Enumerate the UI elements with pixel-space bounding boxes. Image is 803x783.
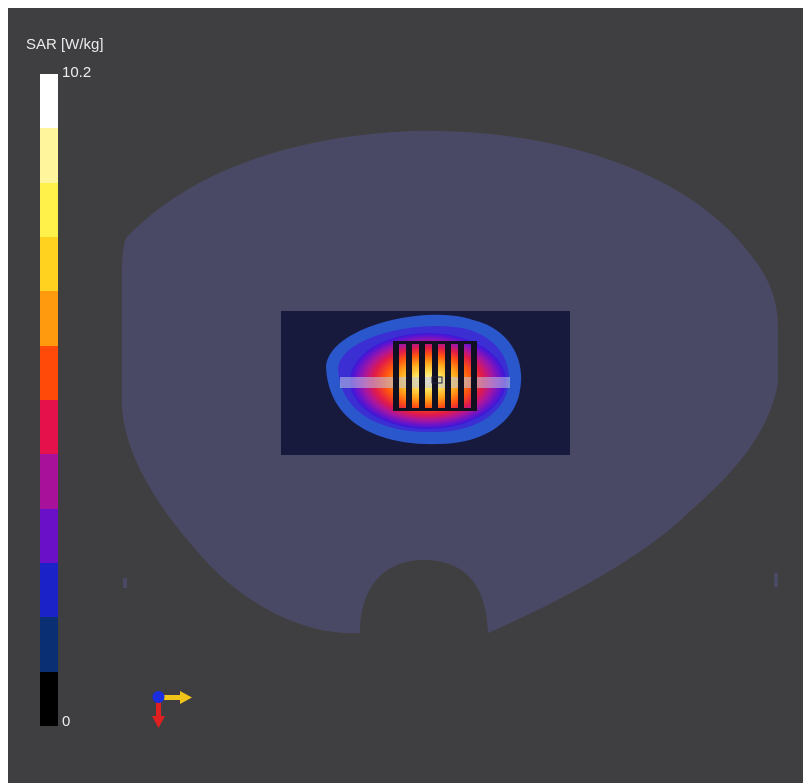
colorbar-segment [40,562,58,618]
colorbar-segment [40,671,58,726]
colorbar-segment [40,236,58,292]
legend-max-label: 10.2 [62,64,92,81]
colorbar-segment [40,182,58,237]
3d-viewport[interactable]: SAR [W/kg] 10.2 0 [8,8,803,783]
probe-marker [431,376,443,384]
orientation-axes-widget[interactable] [146,680,206,735]
colorbar-segment [40,128,58,183]
sar-scene [122,130,778,634]
legend-title: SAR [W/kg] [26,36,104,53]
antenna-coil [393,341,477,411]
sar-colorbar [40,74,58,726]
colorbar-segment [40,345,58,400]
colorbar-segment [40,74,58,129]
colorbar-segment [40,399,58,455]
left-marker [123,578,127,588]
legend-min-label: 0 [62,713,71,730]
colorbar-segment [40,454,58,509]
right-marker [774,573,778,587]
colorbar-segment [40,291,58,346]
z-axis-dot [152,691,165,703]
colorbar-segment [40,508,58,563]
y-axis-arrow [152,698,165,728]
colorbar-segment [40,617,58,672]
